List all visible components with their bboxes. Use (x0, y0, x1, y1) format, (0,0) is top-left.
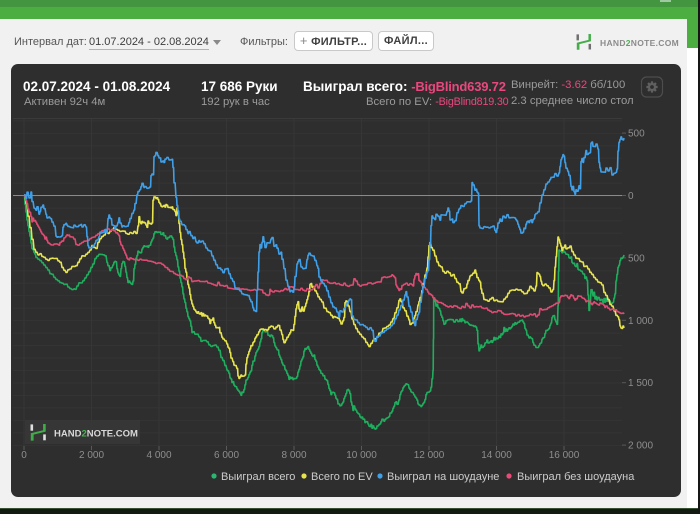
svg-text:2 000: 2 000 (628, 441, 653, 452)
svg-text:0: 0 (628, 191, 634, 202)
svg-text:8 000: 8 000 (281, 450, 306, 461)
svg-text:HAND2NOTE.COM: HAND2NOTE.COM (54, 429, 138, 440)
svg-text:14 000: 14 000 (481, 450, 512, 461)
svg-text:Выиграл на шоудауне: Выиграл на шоудауне (387, 471, 499, 483)
svg-text:500: 500 (628, 129, 645, 140)
svg-text:6 000: 6 000 (214, 450, 239, 461)
svg-text:Выиграл всего: Выиграл всего (221, 471, 295, 483)
svg-text:Выиграл без шоудауна: Выиграл без шоудауна (517, 471, 635, 483)
svg-text:500: 500 (628, 253, 645, 264)
svg-text:Всего по EV: Всего по EV (311, 471, 373, 483)
svg-text:1 000: 1 000 (628, 316, 653, 327)
svg-text:12 000: 12 000 (414, 450, 445, 461)
svg-text:4 000: 4 000 (146, 450, 171, 461)
svg-text:2 000: 2 000 (79, 450, 104, 461)
svg-text:16 000: 16 000 (549, 450, 580, 461)
svg-text:0: 0 (21, 450, 27, 461)
svg-text:10 000: 10 000 (346, 450, 377, 461)
svg-text:1 500: 1 500 (628, 378, 653, 389)
